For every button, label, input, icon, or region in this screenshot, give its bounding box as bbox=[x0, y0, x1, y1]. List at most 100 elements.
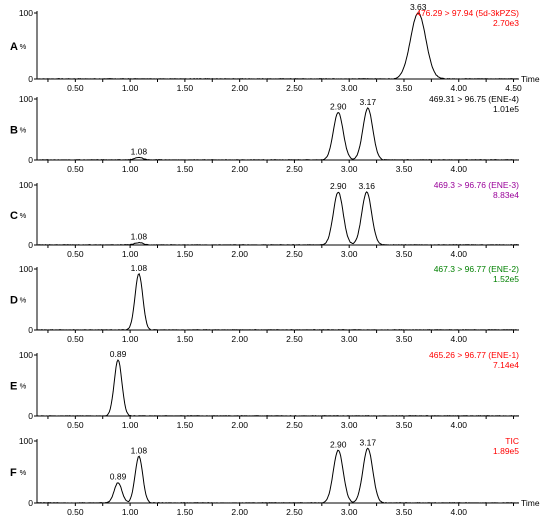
panel-E: E 100 0% 0.50 1.00 1.50 2.00 2.50 3.00 3.50 4.00 0.… bbox=[10, 349, 519, 430]
x-tick-label: 4.00 bbox=[450, 164, 467, 174]
trace-annotation: 469.3 > 96.76 (ENE-3) bbox=[434, 180, 519, 190]
peak-label: 3.17 bbox=[360, 437, 377, 447]
x-tick-label: 0.50 bbox=[67, 83, 84, 93]
panel-C: C 100 0% 0.50 1.00 1.50 2.00 2.50 3.00 3.50 4.00 1.… bbox=[10, 180, 519, 259]
trace-annotation: 467.3 > 96.77 (ENE-2) bbox=[434, 264, 519, 274]
y-tick-label: 100 bbox=[19, 180, 33, 190]
x-tick-label: 0.50 bbox=[67, 164, 84, 174]
series-line bbox=[36, 272, 520, 331]
trace-annotation: 465.26 > 96.77 (ENE-1) bbox=[429, 350, 519, 360]
x-tick-label: 3.00 bbox=[341, 83, 358, 93]
x-tick-label: 1.50 bbox=[177, 249, 194, 259]
x-tick-label: 3.00 bbox=[341, 164, 358, 174]
peak-label: 3.63 bbox=[410, 2, 427, 12]
x-tick-label: 2.50 bbox=[286, 507, 303, 516]
x-tick-label: 1.50 bbox=[177, 334, 194, 344]
y-tick-label: 0 bbox=[28, 498, 33, 508]
series-line bbox=[36, 447, 520, 504]
peak-label: 1.08 bbox=[131, 446, 148, 456]
x-tick-label: 1.00 bbox=[122, 507, 139, 516]
y-tick-label: 0 bbox=[28, 155, 33, 165]
x-tick-label: 3.50 bbox=[396, 507, 413, 516]
panel-F: F 100 0% 0.50 1.00 1.50 2.00 2.50 3.00 3.50 4.00 Ti… bbox=[10, 436, 540, 516]
x-tick-label: 3.50 bbox=[396, 420, 413, 430]
peak-label: 1.08 bbox=[131, 263, 148, 273]
series-line bbox=[36, 12, 520, 80]
y-tick-label: 0 bbox=[28, 325, 33, 335]
x-tick-label: 2.50 bbox=[286, 249, 303, 259]
peak-label: 1.08 bbox=[131, 232, 148, 242]
x-tick-label: 2.50 bbox=[286, 334, 303, 344]
y-tick-label: 100 bbox=[19, 436, 33, 446]
trace-annotation: 1.52e5 bbox=[493, 274, 519, 284]
x-tick-label: 2.00 bbox=[231, 334, 248, 344]
trace-annotation: 1.89e5 bbox=[493, 446, 519, 456]
y-axis-label: % bbox=[20, 211, 27, 220]
x-tick-label: 2.00 bbox=[231, 249, 248, 259]
panel-D: D 100 0% 0.50 1.00 1.50 2.00 2.50 3.00 3.50 4.00 1.… bbox=[10, 263, 519, 344]
x-tick-label: 1.00 bbox=[122, 164, 139, 174]
x-axis-label: Time bbox=[521, 74, 540, 84]
x-tick-label: 3.50 bbox=[396, 249, 413, 259]
peak-label: 3.17 bbox=[360, 97, 377, 107]
peak-label: 3.16 bbox=[358, 181, 375, 191]
y-tick-label: 0 bbox=[28, 411, 33, 421]
x-tick-label: 3.50 bbox=[396, 164, 413, 174]
y-tick-label: 100 bbox=[19, 94, 33, 104]
x-tick-label: 4.50 bbox=[505, 83, 522, 93]
x-tick-label: 4.00 bbox=[450, 249, 467, 259]
peak-label: 2.90 bbox=[330, 181, 347, 191]
x-tick-label: 4.00 bbox=[450, 420, 467, 430]
peak-label: 0.89 bbox=[110, 349, 127, 359]
series-line bbox=[36, 359, 520, 417]
x-tick-label: 2.50 bbox=[286, 420, 303, 430]
x-tick-label: 1.00 bbox=[122, 249, 139, 259]
x-tick-label: 3.00 bbox=[341, 420, 358, 430]
panel-label: B bbox=[10, 125, 18, 137]
trace-annotation: 1.01e5 bbox=[493, 104, 519, 114]
trace-annotation: 7.14e4 bbox=[493, 360, 519, 370]
series-line bbox=[36, 107, 520, 161]
trace-annotation: 469.31 > 96.75 (ENE-4) bbox=[429, 94, 519, 104]
panel-label: A bbox=[10, 41, 18, 53]
peak-label: 2.90 bbox=[330, 439, 347, 449]
panel-A: A 100 0% 0.50 1.00 1.50 2.00 2.50 3.00 3.50 4.00 4.… bbox=[10, 2, 540, 93]
x-tick-label: 3.00 bbox=[341, 334, 358, 344]
panel-label: F bbox=[10, 467, 17, 479]
x-tick-label: 2.00 bbox=[231, 83, 248, 93]
x-tick-label: 3.50 bbox=[396, 83, 413, 93]
trace-annotation: 2.70e3 bbox=[493, 18, 519, 28]
x-tick-label: 2.50 bbox=[286, 83, 303, 93]
x-tick-label: 1.00 bbox=[122, 334, 139, 344]
x-tick-label: 4.00 bbox=[450, 507, 467, 516]
x-axis-label: Time bbox=[521, 498, 540, 508]
x-tick-label: 3.00 bbox=[341, 507, 358, 516]
x-tick-label: 1.50 bbox=[177, 420, 194, 430]
x-tick-label: 0.50 bbox=[67, 249, 84, 259]
y-tick-label: 0 bbox=[28, 74, 33, 84]
x-tick-label: 4.00 bbox=[450, 83, 467, 93]
x-tick-label: 3.00 bbox=[341, 249, 358, 259]
x-tick-label: 1.50 bbox=[177, 164, 194, 174]
y-axis-label: % bbox=[20, 296, 27, 305]
x-tick-label: 4.00 bbox=[450, 334, 467, 344]
x-tick-label: 2.00 bbox=[231, 164, 248, 174]
x-tick-label: 0.50 bbox=[67, 334, 84, 344]
panel-label: E bbox=[10, 381, 17, 393]
peak-label: 0.89 bbox=[110, 472, 127, 482]
y-tick-label: 100 bbox=[19, 264, 33, 274]
trace-annotation: TIC bbox=[505, 436, 519, 446]
peak-label: 1.08 bbox=[131, 147, 148, 157]
series-line bbox=[36, 191, 520, 246]
x-tick-label: 1.50 bbox=[177, 83, 194, 93]
trace-annotation: 8.83e4 bbox=[493, 190, 519, 200]
x-tick-label: 2.50 bbox=[286, 164, 303, 174]
y-axis-label: % bbox=[20, 126, 27, 135]
y-axis-label: % bbox=[20, 468, 27, 477]
x-tick-label: 1.00 bbox=[122, 420, 139, 430]
x-tick-label: 3.50 bbox=[396, 334, 413, 344]
x-tick-label: 0.50 bbox=[67, 420, 84, 430]
x-tick-label: 1.00 bbox=[122, 83, 139, 93]
trace-annotation: 476.29 > 97.94 (5d-3kPZS) bbox=[416, 8, 519, 18]
